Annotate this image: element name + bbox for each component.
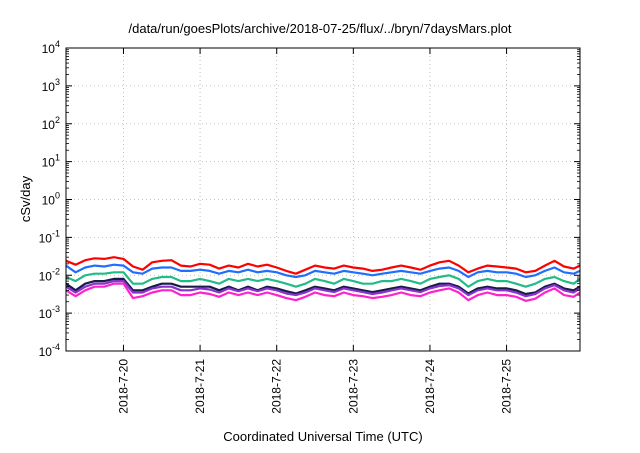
- y-axis-label: cSv/day: [18, 175, 33, 222]
- series-line-1: [65, 256, 581, 275]
- y-tick-label: 100: [42, 191, 60, 208]
- y-tick-label: 102: [42, 115, 60, 132]
- x-axis-label: Coordinated Universal Time (UTC): [223, 429, 422, 444]
- y-tick-label: 101: [42, 153, 60, 170]
- series-line-3: [65, 271, 581, 288]
- y-tick-label: 10-1: [39, 228, 60, 245]
- x-tick-label: 2018-7-22: [270, 359, 284, 414]
- y-tick-label: 10-4: [39, 342, 60, 359]
- y-tick-label: 103: [42, 77, 60, 94]
- series-group: [65, 256, 581, 302]
- x-tick-label: 2018-7-23: [346, 359, 360, 414]
- x-tick-label: 2018-7-21: [193, 359, 207, 414]
- series-line-4: [65, 277, 581, 296]
- y-tick-label: 10-2: [39, 266, 60, 283]
- x-tick-label: 2018-7-25: [500, 359, 514, 414]
- x-tick-label: 2018-7-20: [116, 359, 130, 414]
- x-axis: 2018-7-20 2018-7-21 2018-7-22 2018-7-23 2018…: [116, 48, 514, 414]
- x-tick-label: 2018-7-24: [423, 359, 437, 414]
- series-line-6: [65, 282, 581, 302]
- y-tick-label: 10-3: [39, 304, 60, 321]
- series-line-5: [65, 280, 581, 298]
- chart-title: /data/run/goesPlots/archive/2018-07-25/f…: [129, 21, 512, 36]
- grid: [66, 48, 580, 351]
- y-tick-label: 104: [42, 39, 60, 56]
- series-line-2: [65, 263, 581, 279]
- y-axis: 10-4 10-3 10-2 10-1 100 101 102 103 104: [39, 39, 580, 359]
